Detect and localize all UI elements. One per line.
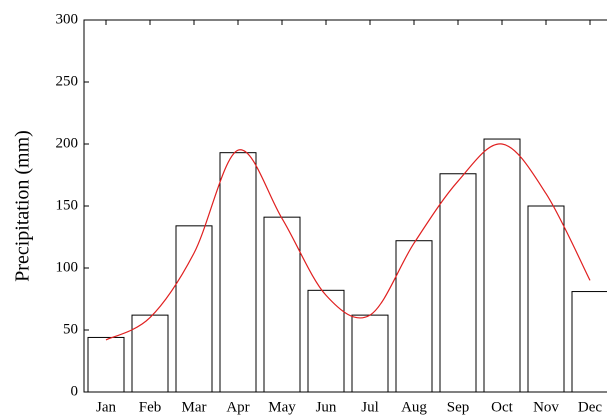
x-tick-label: Jan — [96, 399, 116, 415]
bar — [87, 336, 125, 393]
y-tick-label: 0 — [71, 383, 79, 399]
bar — [307, 289, 345, 393]
x-tick-label: Apr — [226, 399, 249, 415]
y-tick-label: 50 — [63, 321, 78, 337]
x-tick-label: Jul — [361, 399, 379, 415]
bar — [527, 205, 565, 393]
x-tick-label: Jun — [316, 399, 337, 415]
y-tick-label: 300 — [56, 11, 79, 27]
y-axis-label: Precipitation (mm) — [12, 130, 34, 282]
x-tick-label: Nov — [533, 399, 559, 415]
bar — [263, 216, 301, 393]
bar — [131, 314, 169, 393]
x-tick-label: May — [268, 399, 296, 415]
x-tick-label: Oct — [491, 399, 513, 415]
bar — [175, 225, 213, 393]
y-tick-label: 250 — [56, 73, 79, 89]
trend-line — [105, 143, 591, 341]
x-tick-label: Mar — [182, 399, 207, 415]
bar — [439, 173, 477, 393]
y-tick-label: 200 — [56, 135, 79, 151]
bar — [483, 138, 521, 393]
bar — [571, 291, 607, 393]
x-tick-label: Dec — [578, 399, 602, 415]
x-tick-label: Aug — [401, 399, 427, 415]
bar — [395, 240, 433, 393]
bar — [351, 314, 389, 393]
x-tick-label: Sep — [447, 399, 470, 415]
x-tick-label: Feb — [139, 399, 162, 415]
bar — [219, 152, 257, 393]
y-tick-label: 100 — [56, 259, 79, 275]
y-tick-label: 150 — [56, 197, 79, 213]
